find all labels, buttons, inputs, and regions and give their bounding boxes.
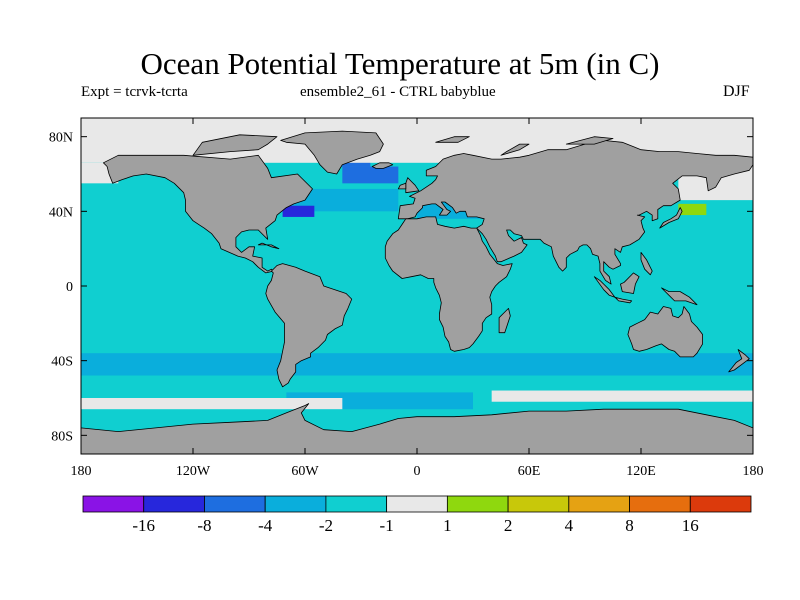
land-polygon-4 [371,162,394,169]
land-polygon-22 [565,136,614,145]
season-label: DJF [723,83,750,100]
y-tick-label-4: 80S [51,429,73,444]
x-tick-label-2: 60W [291,464,319,479]
chart-title: Ocean Potential Temperature at 5m (in C) [140,46,660,81]
land-polygon-21 [435,136,470,143]
colorbar-swatch-1 [143,495,205,513]
y-axis: 80N 40N 0 40S 80S [49,131,753,444]
land-mask [81,130,753,454]
colorbar: -16 -8 -4 -2 -1 1 2 4 8 16 [82,495,752,535]
y-tick-label-0: 80N [49,131,73,146]
land-polygon-18 [640,251,653,276]
land-polygon-12 [661,287,698,306]
land-polygon-17 [728,349,750,373]
colorbar-label-2: -4 [258,516,273,535]
colorbar-swatch-6 [446,495,509,513]
temperature-region-3 [81,353,753,376]
temperature-region-9 [342,166,399,184]
land-polygon-11 [614,296,633,304]
colorbar-swatch-8 [568,495,630,513]
x-tick-label-0: 180 [71,464,92,479]
colorbar-swatch-3 [264,495,327,513]
temperature-region-4 [81,375,753,393]
y-tick-label-3: 40S [51,355,73,370]
experiment-label: Expt = tcrvk-tcrta [81,84,188,100]
land-polygon-19 [257,242,280,250]
temperature-region-7 [491,390,753,402]
colorbar-swatch-9 [629,495,691,513]
land-polygon-14 [659,207,683,229]
y-tick-label-2: 0 [66,280,73,295]
colorbar-swatch-2 [204,495,266,513]
land-polygon-0 [103,154,313,274]
ensemble-label: ensemble2_61 - CTRL babyblue [300,84,496,100]
land-polygon-6 [384,216,513,352]
temperature-region-6 [81,398,343,410]
colorbar-label-0: -16 [132,516,155,535]
x-tick-label-4: 60E [518,464,541,479]
colorbar-label-1: -8 [197,516,211,535]
colorbar-label-4: -1 [380,516,394,535]
x-tick-label-5: 120E [626,464,656,479]
temperature-region-2 [81,248,175,277]
land-polygon-2 [280,130,384,175]
land-polygon-13 [498,307,511,334]
x-tick-label-1: 120W [176,464,211,479]
colorbar-label-7: 4 [565,516,574,535]
land-polygon-3 [192,134,278,156]
y-tick-label-1: 40N [49,205,73,220]
x-axis: 180 120W 60W 0 60E 120E 180 [71,118,764,479]
land-polygon-5 [397,139,753,285]
land-polygon-10 [620,272,640,294]
land-polygon-16 [397,182,407,190]
temperature-region-12 [678,203,707,216]
colorbar-swatch-5 [386,495,448,513]
colorbar-swatch-0 [82,495,145,513]
colorbar-label-9: 16 [682,516,699,535]
colorbar-label-8: 8 [625,516,634,535]
x-tick-label-3: 0 [414,464,421,479]
x-tick-label-6: 180 [743,464,764,479]
colorbar-swatch-4 [325,495,388,513]
land-polygon-20 [500,143,530,156]
colorbar-label-6: 2 [504,516,513,535]
colorbar-label-3: -2 [319,516,333,535]
land-polygon-7 [627,306,703,358]
temperature-region-1 [81,295,221,328]
temperature-region-11 [282,205,315,217]
colorbar-label-5: 1 [443,516,452,535]
colorbar-swatch-7 [507,495,570,513]
colorbar-swatch-10 [689,495,752,513]
land-polygon-8 [81,403,753,454]
land-polygon-1 [265,263,353,388]
